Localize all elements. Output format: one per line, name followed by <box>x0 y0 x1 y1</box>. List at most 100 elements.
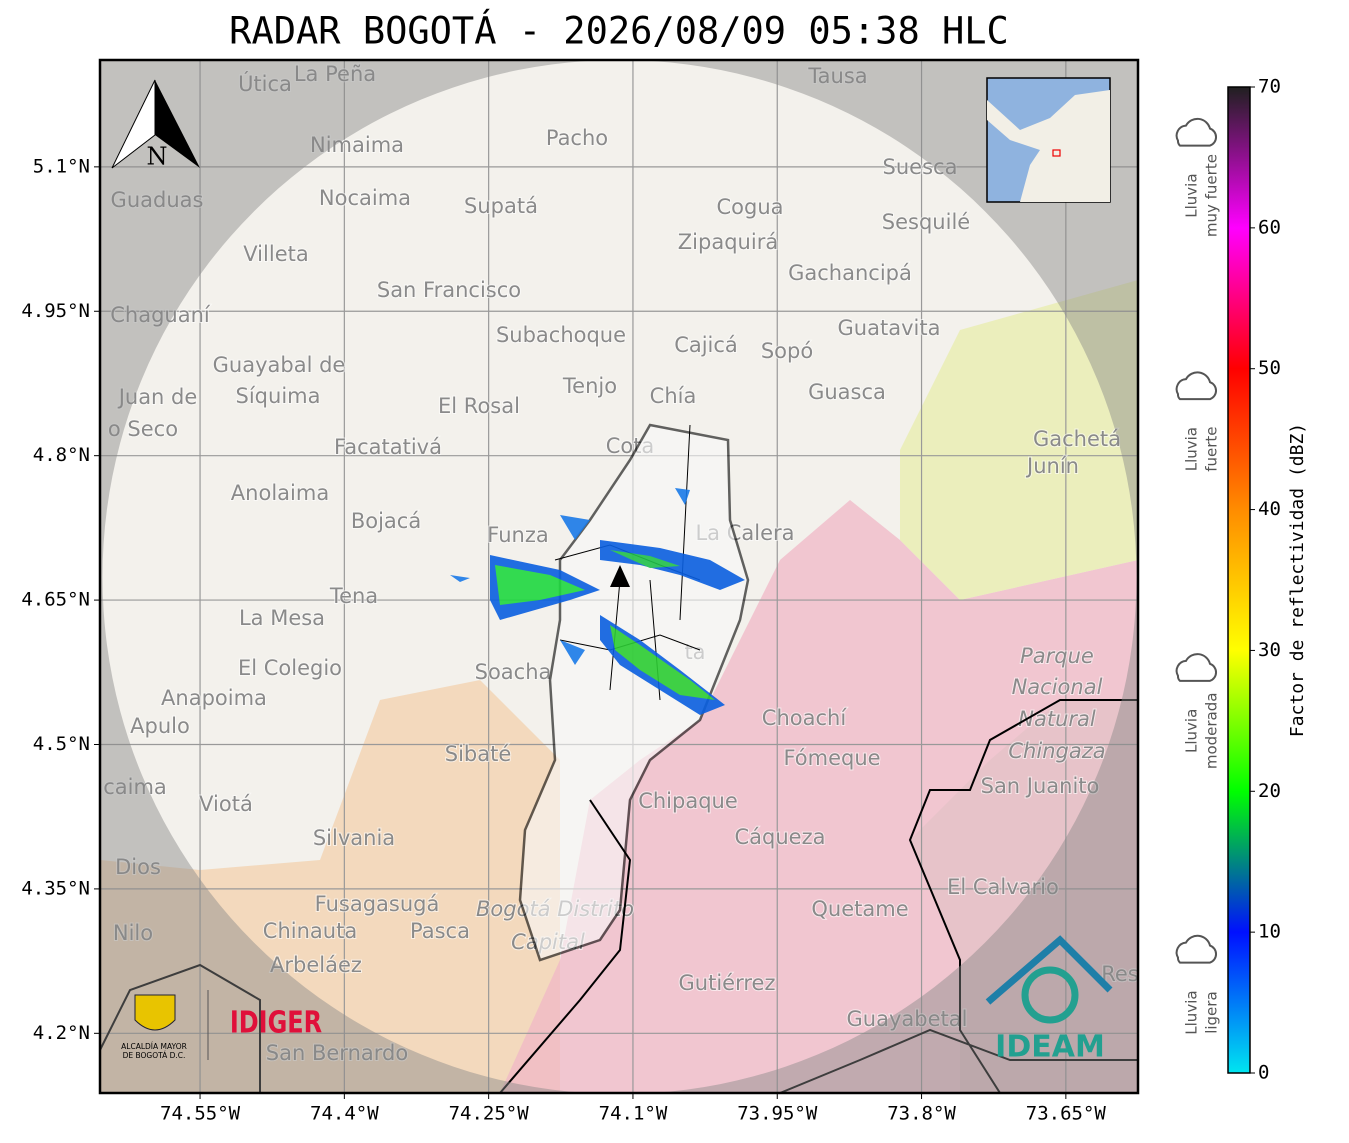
colorbar-tick-label: 10 <box>1258 921 1281 943</box>
inset-map <box>986 77 1111 203</box>
rain-category: moderada <box>1203 693 1221 770</box>
place-label: Anapoima <box>161 686 267 710</box>
y-tick-label: 4.8°N <box>33 444 90 466</box>
place-label: Gachancipá <box>788 261 912 285</box>
weather-icon <box>1175 653 1217 682</box>
place-label: Pacho <box>546 126 608 150</box>
place-label: Parque <box>1020 644 1094 668</box>
place-label: Apulo <box>130 714 190 738</box>
place-label: Guayabetal <box>847 1007 968 1031</box>
place-label: El Colegio <box>238 656 342 680</box>
place-label: caima <box>103 775 167 799</box>
place-label: Natural <box>1018 707 1096 731</box>
radar-echo <box>450 488 745 715</box>
place-label: Viotá <box>199 792 253 816</box>
place-label: Silvania <box>313 826 395 850</box>
north-arrow: N <box>111 79 200 171</box>
place-label: Chinauta <box>263 919 357 943</box>
place-label: Junín <box>1025 454 1079 478</box>
logos: ALCALDÍA MAYOR DE BOGOTÁ D.C. IDIGER IDE… <box>121 935 1113 1065</box>
place-label: Cáqueza <box>735 825 826 849</box>
place-label: Chingaza <box>1008 739 1105 763</box>
place-label: Sopó <box>761 339 813 363</box>
place-label: Guayabal de <box>213 353 346 377</box>
place-label: Gachetá <box>1033 427 1121 451</box>
place-label: Funza <box>487 523 548 547</box>
rain-category: Lluvia <box>1183 427 1201 471</box>
y-tick-label: 4.65°N <box>21 589 90 611</box>
x-tick-label: 73.95°W <box>737 1103 818 1125</box>
place-label: Cogua <box>716 195 783 219</box>
colorbar-tick-label: 40 <box>1258 498 1281 520</box>
place-label: Anolaima <box>231 481 329 505</box>
place-label: San Francisco <box>377 278 521 302</box>
logo-text: DE BOGOTÁ D.C. <box>123 1051 186 1060</box>
rain-category: ligera <box>1203 991 1221 1033</box>
place-label: Fómeque <box>783 746 880 770</box>
place-label: Nilo <box>113 921 153 945</box>
y-tick-label: 4.35°N <box>21 877 90 899</box>
place-label: Pasca <box>410 919 470 943</box>
weather-icon <box>1175 371 1217 401</box>
place-label: Síquima <box>236 384 321 408</box>
place-label: Nacional <box>1012 675 1103 699</box>
logo-text: IDIGER <box>230 1006 322 1040</box>
place-label: Supatá <box>464 194 538 218</box>
place-label: Chaguaní <box>110 303 211 327</box>
place-label: Quetame <box>811 897 908 921</box>
place-label: Subachoque <box>496 323 626 347</box>
place-label: San Bernardo <box>266 1041 408 1065</box>
place-label: Guasca <box>808 380 886 404</box>
rain-category: Lluvia <box>1183 173 1201 217</box>
logo-text: IDEAM <box>995 1030 1105 1065</box>
place-label: La Mesa <box>239 606 325 630</box>
place-label: Guaduas <box>111 188 204 212</box>
place-label: Sesquilé <box>882 210 970 234</box>
colorbar-tick-label: 70 <box>1258 76 1281 98</box>
x-tick-label: 73.65°W <box>1026 1103 1107 1125</box>
place-label: Facatativá <box>334 435 442 459</box>
colorbar <box>1227 86 1251 1074</box>
y-tick-label: 5.1°N <box>33 155 90 177</box>
weather-icon <box>1175 934 1217 964</box>
colorbar-tick-label: 30 <box>1258 639 1281 661</box>
y-tick-label: 4.95°N <box>21 300 90 322</box>
place-label: Tenjo <box>562 374 617 398</box>
place-label: Arbeláez <box>270 953 362 977</box>
place-label: Choachí <box>762 706 848 730</box>
place-label: Fusagasugá <box>315 892 440 916</box>
place-label: Res <box>1101 962 1139 986</box>
place-label: Nimaima <box>310 133 404 157</box>
place-label: Zipaquirá <box>678 230 778 254</box>
place-label: Chipaque <box>638 789 738 813</box>
x-tick-label: 73.8°W <box>887 1103 956 1125</box>
place-label: o Seco <box>108 417 178 441</box>
x-tick-label: 74.4°W <box>310 1103 379 1125</box>
colorbar-label: Factor de reflectividad (dBZ) <box>1287 423 1308 737</box>
colorbar-tick-label: 50 <box>1258 357 1281 379</box>
place-label: El Rosal <box>438 394 520 418</box>
colorbar-tick-label: 60 <box>1258 216 1281 238</box>
place-label: Chía <box>650 384 697 408</box>
weather-icon <box>1175 117 1217 147</box>
x-tick-label: 74.1°W <box>599 1103 668 1125</box>
x-tick-label: 74.25°W <box>449 1103 530 1125</box>
place-label: Juan de <box>117 385 198 409</box>
place-label: Sibaté <box>445 742 512 766</box>
y-tick-label: 4.5°N <box>33 733 90 755</box>
colorbar-tick-label: 20 <box>1258 780 1281 802</box>
rain-category: Lluvia <box>1183 709 1201 753</box>
place-label: Dios <box>115 855 161 879</box>
place-label: Cajicá <box>674 333 738 357</box>
place-label: Nocaima <box>319 186 411 210</box>
place-label: Guatavita <box>838 316 941 340</box>
x-tick-label: 74.55°W <box>160 1103 241 1125</box>
colorbar-tick-label: 0 <box>1258 1062 1269 1084</box>
place-label: Bojacá <box>351 509 421 533</box>
map-frame <box>98 58 1140 1095</box>
basemap: Útica La Peña Tausa Pacho Nimaima Suesca Guadu… <box>100 60 1139 1093</box>
place-label: Gutiérrez <box>679 971 776 995</box>
title: RADAR BOGOTÁ - 2026/08/09 05:38 HLC <box>229 9 1009 53</box>
place-label: La Peña <box>294 62 376 86</box>
